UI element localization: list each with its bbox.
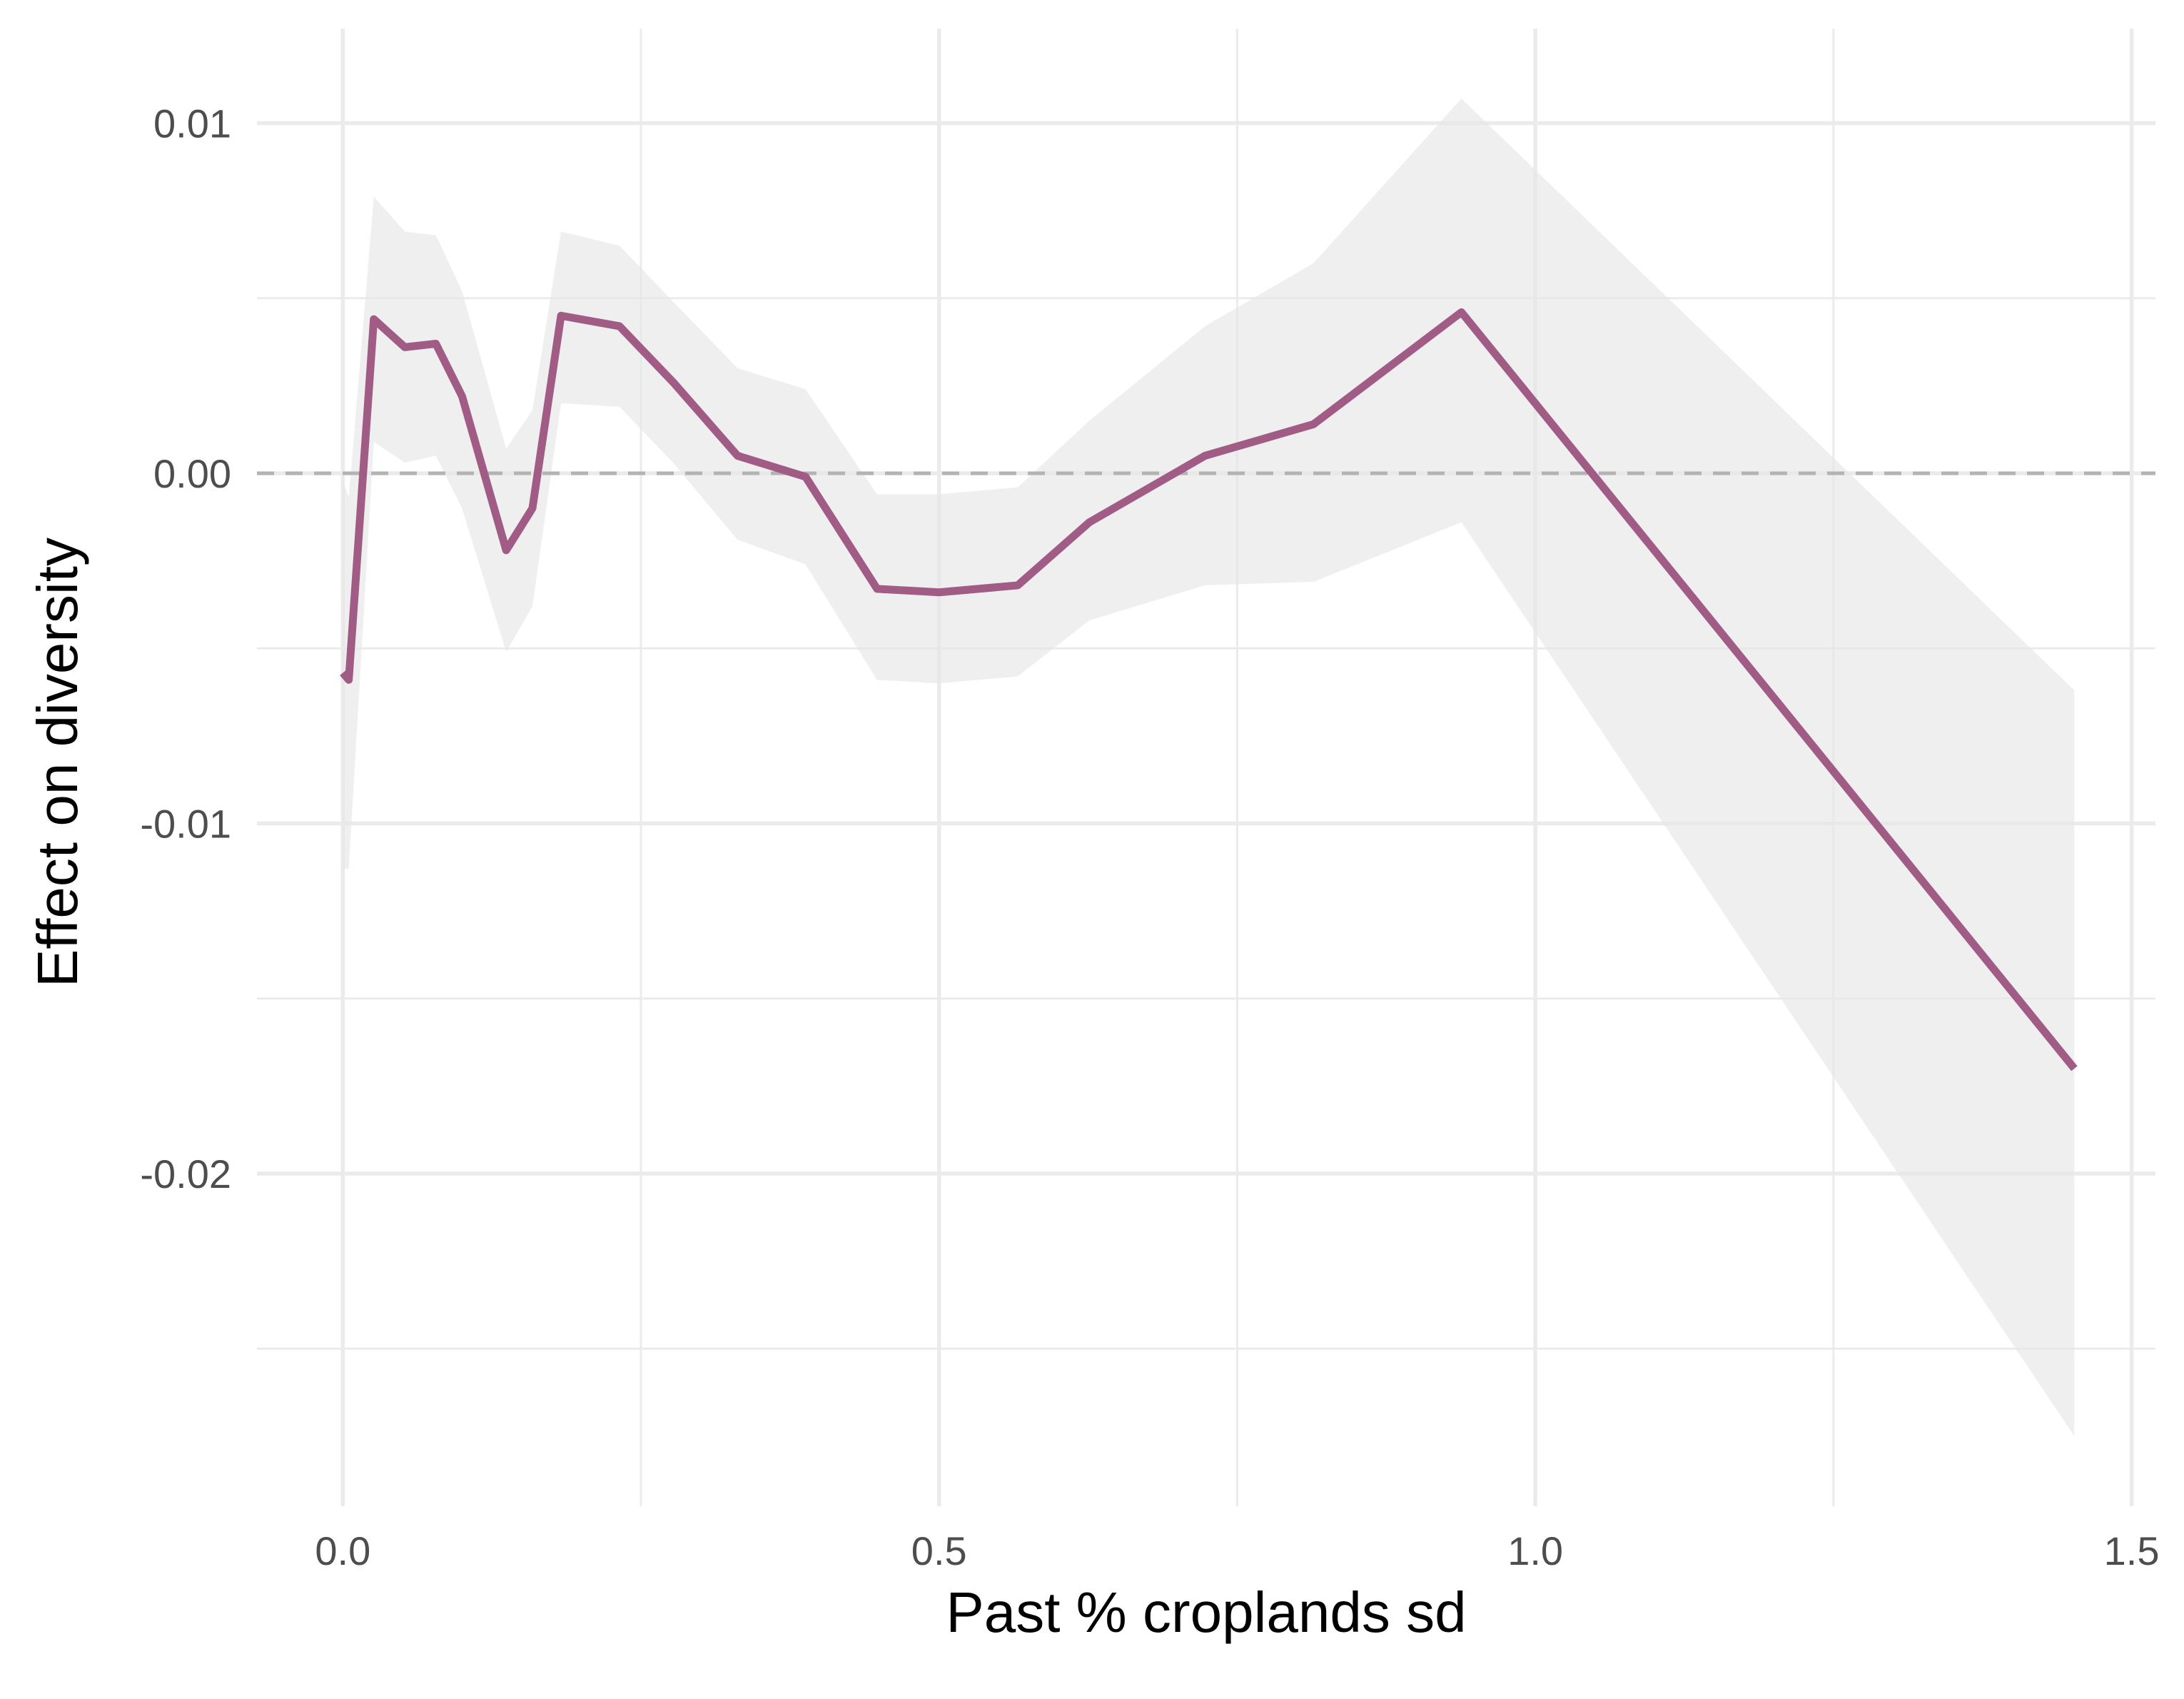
x-axis-title: Past % croplands sd xyxy=(946,1580,1466,1644)
y-tick-label: 0.00 xyxy=(153,451,231,496)
y-tick-label: -0.01 xyxy=(140,801,231,846)
x-tick-label: 0.0 xyxy=(315,1528,370,1573)
x-tick-label: 1.5 xyxy=(2104,1528,2160,1573)
x-tick-label: 1.0 xyxy=(1507,1528,1563,1573)
y-tick-labels: 0.01 0.00 -0.01 -0.02 xyxy=(140,101,231,1196)
y-tick-label: 0.01 xyxy=(153,101,231,146)
x-tick-label: 0.5 xyxy=(911,1528,967,1573)
x-tick-labels: 0.0 0.5 1.0 1.5 xyxy=(315,1528,2159,1573)
y-axis-title: Effect on diversity xyxy=(26,538,89,987)
y-tick-label: -0.02 xyxy=(140,1151,231,1196)
